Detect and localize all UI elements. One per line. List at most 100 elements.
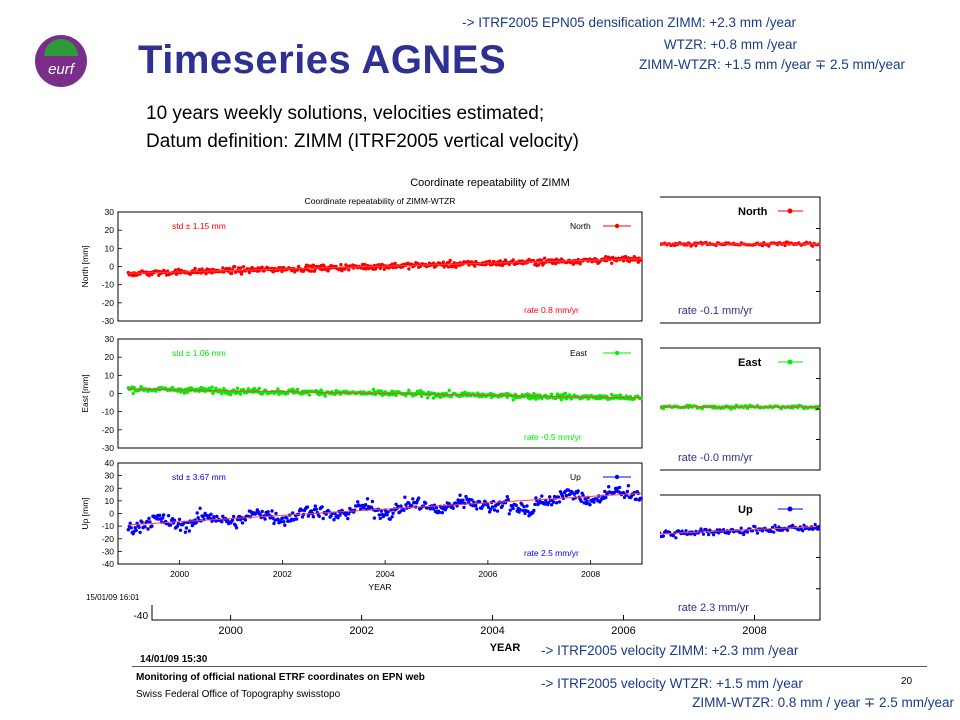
front-point-up (363, 503, 368, 507)
front-point-up (634, 497, 638, 501)
front-point-east (420, 394, 424, 398)
front-point-up (403, 495, 407, 499)
back-point-north (811, 244, 815, 248)
back-rate-east: rate -0.0 mm/yr (678, 452, 753, 464)
front-point-up (140, 520, 144, 524)
front-point-up (564, 493, 569, 498)
front-xtick-label: 2004 (376, 569, 395, 579)
front-point-north (543, 256, 547, 260)
front-point-up (208, 516, 212, 520)
front-ytick-label-up: -40 (102, 559, 115, 569)
front-point-north (326, 269, 330, 273)
front-point-north (503, 258, 508, 262)
back-point-up (755, 531, 760, 535)
front-point-north (448, 258, 452, 263)
front-point-north (540, 258, 544, 262)
front-point-up (230, 518, 235, 522)
back-legend-up: Up (738, 504, 753, 516)
front-point-north (221, 266, 225, 270)
front-point-up (209, 512, 213, 516)
front-point-up (506, 498, 510, 502)
back-point-up (693, 533, 697, 537)
front-point-north (473, 264, 477, 268)
front-point-up (285, 516, 289, 520)
back-point-up (745, 530, 750, 534)
front-point-up (263, 517, 267, 521)
front-point-up (505, 495, 509, 499)
front-point-up (356, 500, 360, 504)
front-point-up (485, 502, 490, 507)
front-point-up (458, 493, 462, 497)
front-point-up (588, 503, 592, 507)
front-point-north (260, 265, 264, 269)
front-point-up (369, 505, 374, 509)
front-point-up (176, 522, 181, 526)
front-point-east (235, 386, 240, 390)
front-ytick-label-up: -20 (102, 534, 115, 544)
front-std-north: std ± 1.15 mm (172, 221, 226, 231)
front-point-east (532, 392, 536, 396)
front-point-up (521, 508, 525, 513)
front-point-up (548, 495, 552, 499)
back-point-up (738, 531, 742, 535)
front-point-up (281, 516, 285, 520)
front-point-up (549, 503, 554, 507)
front-point-north (247, 270, 252, 275)
front-legend-east: East (570, 348, 588, 358)
front-point-east (371, 387, 376, 392)
front-point-north (232, 264, 237, 269)
front-point-east (489, 395, 494, 400)
front-point-up (540, 494, 544, 498)
back-point-north (714, 243, 718, 248)
front-xtick-label: 2000 (170, 569, 189, 579)
front-point-up (626, 484, 631, 488)
back-point-up (674, 536, 678, 540)
front-point-up (475, 507, 479, 511)
front-ytick-label-east: -20 (102, 425, 115, 435)
front-point-east (438, 395, 443, 399)
front-point-north (204, 272, 208, 276)
back-point-up (715, 528, 719, 532)
front-point-up (607, 485, 611, 489)
bottom-note-2: -> ITRF2005 velocity WTZR: +1.5 mm /year (541, 676, 803, 691)
front-ytick-label-north: 10 (105, 243, 115, 253)
front-ytick-label-east: 20 (105, 352, 115, 362)
back-point-up (772, 530, 776, 534)
front-ytick-label-up: -30 (102, 546, 115, 556)
front-rate-up: rate 2.5 mm/yr (524, 548, 579, 558)
front-point-up (183, 530, 188, 534)
front-point-up (391, 511, 395, 515)
front-point-up (129, 526, 133, 530)
front-rate-north: rate 0.8 mm/yr (524, 305, 579, 315)
front-point-up (177, 517, 182, 521)
front-legend-marker-north (614, 223, 620, 229)
front-point-up (270, 509, 274, 513)
front-point-north (537, 263, 541, 267)
top-note-1: -> ITRF2005 EPN05 densification ZIMM: +2… (462, 15, 796, 30)
back-xtick-label: 2006 (611, 625, 635, 637)
front-std-east: std ± 1.06 mm (172, 348, 226, 358)
front-trend-north (128, 258, 643, 274)
front-point-up (195, 511, 199, 515)
front-ytick-label-north: -20 (102, 298, 115, 308)
front-point-up (332, 518, 336, 522)
front-point-north (347, 268, 351, 272)
front-point-east (238, 392, 243, 396)
front-point-east (307, 393, 312, 397)
front-point-north (382, 267, 386, 271)
back-rate-north: rate -0.1 mm/yr (678, 305, 753, 317)
front-point-east (276, 387, 280, 391)
front-point-up (625, 489, 630, 494)
front-point-east (447, 388, 451, 392)
front-point-north (193, 266, 197, 271)
back-point-up (707, 533, 711, 537)
front-point-up (522, 505, 526, 509)
front-point-north (498, 259, 503, 263)
front-point-north (627, 259, 632, 264)
front-y-axis-label-up: Up [mm] (80, 497, 90, 529)
subtitle-line-2: Datum definition: ZIMM (ITRF2005 vertica… (146, 131, 579, 152)
front-point-up (451, 506, 455, 510)
front-point-up (617, 485, 622, 490)
front-point-up (274, 511, 278, 516)
